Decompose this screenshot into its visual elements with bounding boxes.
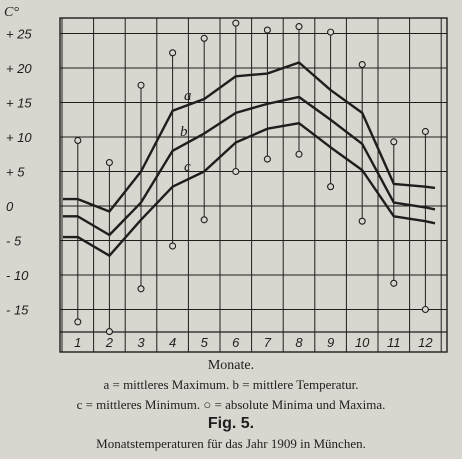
absolute-min-point <box>232 167 240 176</box>
absolute-max-point <box>105 158 113 167</box>
absolute-max-point <box>295 23 303 31</box>
y-tick-label: + 10 <box>6 130 32 145</box>
x-tick-label: 9 <box>327 335 334 350</box>
series-line-a <box>63 61 436 213</box>
absolute-max-point <box>327 28 335 36</box>
absolute-max-point <box>74 136 82 144</box>
y-tick-label: - 15 <box>6 303 29 318</box>
series-line-c <box>63 121 436 257</box>
absolute-max-point <box>232 19 240 27</box>
figure-title: Monatstemperaturen für das Jahr 1909 in … <box>96 436 366 451</box>
x-tick-label: 7 <box>264 335 272 350</box>
plot-frame <box>59 17 448 353</box>
x-tick-label: 8 <box>295 335 303 350</box>
y-tick-label: + 20 <box>6 61 32 76</box>
absolute-max-point <box>200 34 208 42</box>
absolute-min-point <box>200 216 208 224</box>
y-tick-label: + 5 <box>6 165 25 180</box>
y-tick-label: - 10 <box>6 268 29 283</box>
absolute-min-point <box>105 328 113 336</box>
absolute-min-point <box>390 279 398 287</box>
x-tick-label: 5 <box>201 335 209 350</box>
legend-line-2: c = mittleres Minimum. ○ = absolute Mini… <box>76 397 386 412</box>
y-unit-label: C° <box>4 5 19 20</box>
x-tick-label: 11 <box>387 335 401 350</box>
figure-label: Fig. 5. <box>207 415 255 432</box>
series-label-a: a <box>184 88 192 104</box>
absolute-min-point <box>358 217 366 225</box>
x-tick-label: 12 <box>418 335 433 350</box>
series-label-c: c <box>184 159 191 175</box>
absolute-max-point <box>263 26 271 34</box>
absolute-max-point <box>390 138 398 146</box>
absolute-min-point <box>74 318 82 326</box>
x-tick-label: 3 <box>137 335 145 350</box>
absolute-max-point <box>358 61 366 69</box>
y-tick-label: + 25 <box>6 27 32 42</box>
y-tick-label: + 15 <box>6 96 32 111</box>
absolute-max-point <box>137 81 145 89</box>
absolute-min-point <box>169 242 177 250</box>
temperature-chart: + 25+ 20+ 15+ 10+ 50- 5- 10- 15C°1 2 3 4 5 6 7… <box>4 5 448 353</box>
absolute-max-point <box>169 49 177 57</box>
absolute-min-point <box>263 155 271 163</box>
x-tick-label: 4 <box>169 335 176 350</box>
x-tick-label: 6 <box>232 335 240 350</box>
y-tick-label: - 5 <box>6 234 22 249</box>
legend-line-1: a = mittleres Maximum. b = mittlere Temp… <box>103 377 359 392</box>
x-tick-label: 10 <box>355 335 370 350</box>
series-line-b <box>63 95 436 237</box>
absolute-min-point <box>421 305 429 314</box>
series-label-b: b <box>180 124 188 140</box>
y-tick-label: 0 <box>6 199 14 214</box>
x-tick-label: 1 <box>74 335 81 350</box>
x-tick-label: 2 <box>105 335 114 350</box>
absolute-min-point <box>295 150 303 158</box>
absolute-min-point <box>327 183 335 191</box>
x-axis-label: Monate. <box>207 358 255 373</box>
absolute-max-point <box>421 127 429 136</box>
absolute-min-point <box>137 285 145 293</box>
